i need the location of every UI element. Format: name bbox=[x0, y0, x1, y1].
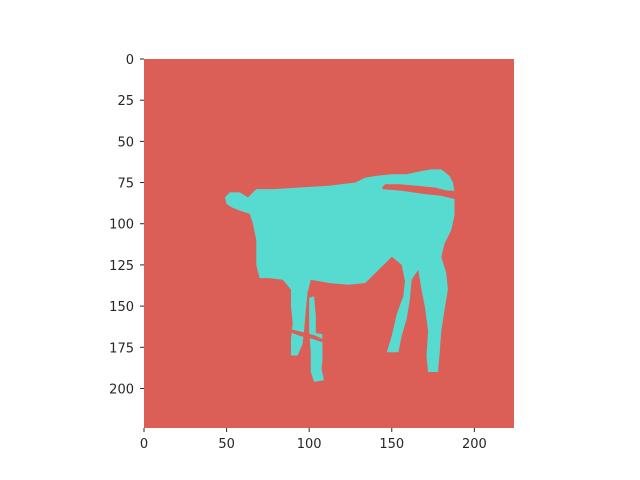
x-tick-label: 100 bbox=[297, 437, 322, 452]
x-tick-label: 50 bbox=[218, 437, 235, 452]
x-axis: 0 50 100 150 200 bbox=[140, 428, 487, 452]
x-tick-label: 200 bbox=[462, 437, 487, 452]
mask-region-rear-hoof bbox=[428, 330, 438, 372]
mask-region-body bbox=[224, 169, 455, 372]
mask-tail-gap bbox=[381, 184, 455, 195]
y-tick-label: 75 bbox=[117, 177, 134, 192]
y-tick-label: 150 bbox=[109, 300, 134, 315]
y-tick-label: 0 bbox=[126, 53, 134, 68]
mask-region-front-hoof bbox=[312, 332, 323, 377]
background-stripes bbox=[291, 184, 455, 343]
x-tick-label: 150 bbox=[379, 437, 404, 452]
y-tick-label: 50 bbox=[117, 135, 134, 150]
mask-leg-gap bbox=[291, 329, 323, 343]
x-tick-label: 0 bbox=[140, 437, 148, 452]
foreground-mask bbox=[224, 169, 455, 382]
y-tick-label: 175 bbox=[109, 341, 134, 356]
y-tick-label: 25 bbox=[117, 94, 134, 109]
plot-area bbox=[144, 59, 514, 428]
y-tick-label: 125 bbox=[109, 259, 134, 274]
y-tick-label: 100 bbox=[109, 218, 134, 233]
y-axis: 0 25 50 75 100 125 150 175 200 bbox=[109, 53, 144, 397]
y-tick-label: 200 bbox=[109, 382, 134, 397]
